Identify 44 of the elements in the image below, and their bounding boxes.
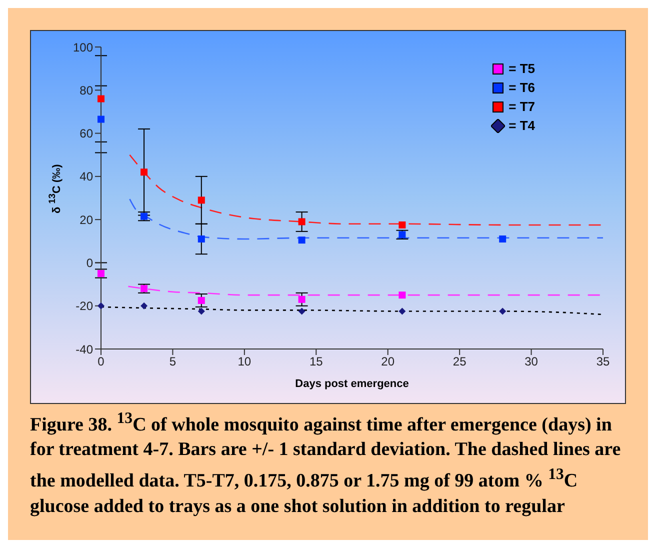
x-tick-label: 25 xyxy=(452,354,467,369)
point xyxy=(98,95,104,102)
point xyxy=(140,302,148,310)
point xyxy=(499,235,506,242)
point xyxy=(398,308,406,315)
point xyxy=(398,292,406,299)
x-tick-label: 0 xyxy=(98,354,105,369)
legend-label: = T5 xyxy=(508,61,535,76)
x-tick-label: 5 xyxy=(169,354,176,369)
y-tick-label: 20 xyxy=(80,212,94,227)
legend-label: = T6 xyxy=(508,80,535,95)
y-tick-label: 100 xyxy=(72,40,94,54)
y-tick-label: -20 xyxy=(76,299,94,314)
point xyxy=(98,302,104,310)
y-tick-label: 80 xyxy=(80,83,94,98)
y-tick-label: 0 xyxy=(86,256,94,270)
y-tick-label: 40 xyxy=(80,170,94,184)
point xyxy=(98,270,104,277)
point xyxy=(140,285,148,292)
y-tick-label: -40 xyxy=(76,342,94,356)
point xyxy=(499,308,506,315)
x-tick-label: 15 xyxy=(309,354,324,369)
x-tick-label: 20 xyxy=(381,354,395,369)
point xyxy=(198,235,205,242)
x-tick-label: 35 xyxy=(596,354,610,369)
y-tick-label: 60 xyxy=(80,126,94,141)
point xyxy=(298,296,306,303)
x-tick-label: 30 xyxy=(524,354,538,369)
point xyxy=(398,221,406,228)
point xyxy=(298,308,306,315)
point xyxy=(198,308,205,315)
x-axis-title: Days post emergence xyxy=(295,378,409,390)
point xyxy=(298,218,306,226)
point xyxy=(140,212,148,220)
point xyxy=(198,296,205,304)
text: Figure 38. $^{13}$C of whole mosquito against time after emergence (days) in for treatment 4-7. Bars are +/- 1 standard deviation. The dashed lines are the modelled data. T5-T7, 0.175, 0.875 or 1.75 mg of 99 atom % $^{13}$C glucose added to trays as a one shot solution in addition to regular xyxy=(30,409,622,519)
point xyxy=(298,236,306,244)
point xyxy=(98,116,104,123)
legend-label: = T4 xyxy=(508,118,535,133)
point xyxy=(398,231,406,238)
legend-label: = T7 xyxy=(508,99,535,114)
x-tick-label: 10 xyxy=(238,354,252,369)
point xyxy=(198,196,205,204)
point xyxy=(140,168,148,176)
